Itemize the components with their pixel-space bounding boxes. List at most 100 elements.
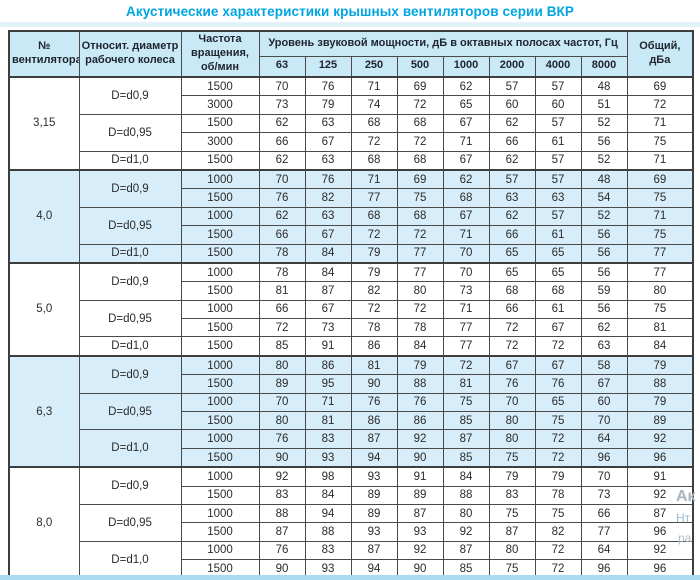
table-row: 8,0 D=d0,9 1000 92 98 93 91 84 79 79 70 91 [8, 466, 694, 580]
speed-cell: 1500 [180, 150, 260, 171]
level-cell-8000hz: 56 [580, 299, 628, 320]
level-cell-4000hz: 82 [534, 522, 582, 542]
level-cell-2000hz: 57 [488, 168, 536, 190]
total-dba-cell: 75 [626, 132, 694, 152]
speed-cell: 1000 [180, 206, 260, 227]
table-row: 1500 83 84 89 89 88 83 78 73 92 [9, 485, 694, 505]
speed-cell: 1500 [180, 522, 260, 542]
level-cell-8000hz: 56 [580, 225, 628, 245]
level-cell-125hz: 83 [304, 540, 352, 561]
level-cell-500hz: 68 [396, 206, 444, 227]
level-cell-2000hz: 70 [488, 392, 536, 413]
total-dba-cell: 72 [626, 95, 694, 115]
level-cell-1000hz: 87 [442, 540, 490, 561]
acoustic-characteristics-table: № вентилятора Относит. диаметр рабочего … [8, 30, 695, 580]
level-cell-8000hz: 59 [580, 281, 628, 301]
level-cell-500hz: 72 [396, 299, 444, 320]
level-cell-63hz: 73 [258, 95, 306, 115]
level-cell-63hz: 70 [258, 76, 306, 97]
table-row: D=d0,95 1000 88 94 89 87 80 75 75 66 87 [9, 503, 694, 542]
diameter-cell: D=d1,0 [78, 150, 182, 171]
level-cell-2000hz: 63 [488, 188, 536, 208]
table-row: D=d0,95 1500 62 63 68 68 67 62 57 52 71 [9, 113, 694, 152]
level-cell-500hz: 91 [396, 466, 444, 487]
level-cell-250hz: 90 [350, 374, 398, 394]
diameter-cell: D=d0,95 [78, 113, 182, 152]
table-body: 3,15 D=d0,9 1500 70 76 71 69 62 57 57 48 69 3000 73 79… [8, 75, 694, 580]
total-dba-cell: 92 [626, 540, 694, 561]
level-cell-1000hz: 85 [442, 447, 490, 468]
total-dba-cell: 69 [626, 168, 694, 190]
level-cell-4000hz: 68 [534, 281, 582, 301]
total-dba-cell: 91 [626, 466, 694, 487]
level-cell-1000hz: 62 [442, 76, 490, 97]
band-header-125-hz: 125 [304, 55, 352, 78]
header-sound-power-group: Уровень звуковой мощности, дБ в октавных… [258, 30, 628, 57]
total-dba-cell: 79 [626, 354, 694, 376]
level-cell-125hz: 63 [304, 150, 352, 171]
speed-cell: 1000 [180, 354, 260, 376]
fan-number-cell: 3,15 [8, 76, 80, 171]
band-header-63-hz: 63 [258, 55, 306, 78]
level-cell-125hz: 82 [304, 188, 352, 208]
level-cell-250hz: 77 [350, 188, 398, 208]
level-cell-63hz: 66 [258, 132, 306, 152]
table-row: 1500 76 82 77 75 68 63 63 54 75 [9, 188, 694, 208]
level-cell-63hz: 81 [258, 281, 306, 301]
level-cell-125hz: 94 [304, 503, 352, 524]
level-cell-1000hz: 62 [442, 168, 490, 190]
speed-cell: 1500 [180, 188, 260, 208]
level-cell-125hz: 71 [304, 392, 352, 413]
speed-cell: 1000 [180, 466, 260, 487]
level-cell-8000hz: 77 [580, 522, 628, 542]
header-total-dba: Общий, дБа [626, 30, 694, 78]
level-cell-500hz: 72 [396, 132, 444, 152]
level-cell-125hz: 93 [304, 447, 352, 468]
diameter-cell: D=d1,0 [78, 336, 182, 357]
level-cell-8000hz: 52 [580, 206, 628, 227]
level-cell-125hz: 67 [304, 299, 352, 320]
level-cell-500hz: 92 [396, 540, 444, 561]
level-cell-2000hz: 80 [488, 540, 536, 561]
level-cell-8000hz: 62 [580, 318, 628, 338]
level-cell-2000hz: 67 [488, 354, 536, 376]
level-cell-500hz: 68 [396, 150, 444, 171]
level-cell-125hz: 67 [304, 132, 352, 152]
total-dba-cell: 77 [626, 243, 694, 264]
speed-cell: 1000 [180, 429, 260, 449]
level-cell-2000hz: 72 [488, 318, 536, 338]
level-cell-63hz: 90 [258, 447, 306, 468]
level-cell-8000hz: 54 [580, 188, 628, 208]
table-row: 1500 87 88 93 93 92 87 82 77 96 [9, 522, 694, 542]
level-cell-250hz: 72 [350, 299, 398, 320]
speed-cell: 1000 [180, 392, 260, 413]
level-cell-125hz: 76 [304, 76, 352, 97]
level-cell-8000hz: 51 [580, 95, 628, 115]
level-cell-4000hz: 65 [534, 261, 582, 283]
table-row: D=d0,95 1000 70 71 76 76 75 70 65 60 79 [9, 392, 694, 431]
level-cell-250hz: 81 [350, 354, 398, 376]
level-cell-250hz: 68 [350, 150, 398, 171]
level-cell-1000hz: 75 [442, 392, 490, 413]
level-cell-2000hz: 60 [488, 95, 536, 115]
level-cell-8000hz: 64 [580, 540, 628, 561]
level-cell-8000hz: 70 [580, 466, 628, 487]
table-row: 1500 90 93 94 90 85 75 72 96 96 [9, 447, 694, 468]
level-cell-250hz: 68 [350, 113, 398, 134]
level-cell-2000hz: 79 [488, 466, 536, 487]
table-row: D=d1,0 1000 76 83 87 92 87 80 72 64 92 [9, 540, 694, 580]
level-cell-500hz: 86 [396, 411, 444, 431]
level-cell-8000hz: 64 [580, 429, 628, 449]
level-cell-250hz: 76 [350, 392, 398, 413]
speed-cell: 3000 [180, 95, 260, 115]
level-cell-63hz: 72 [258, 318, 306, 338]
level-cell-4000hz: 72 [534, 447, 582, 468]
level-cell-63hz: 76 [258, 429, 306, 449]
level-cell-125hz: 63 [304, 206, 352, 227]
total-dba-cell: 84 [626, 336, 694, 357]
table-row: 1500 81 87 82 80 73 68 68 59 80 [9, 281, 694, 301]
level-cell-125hz: 84 [304, 261, 352, 283]
level-cell-1000hz: 92 [442, 522, 490, 542]
level-cell-1000hz: 71 [442, 225, 490, 245]
level-cell-2000hz: 83 [488, 485, 536, 505]
